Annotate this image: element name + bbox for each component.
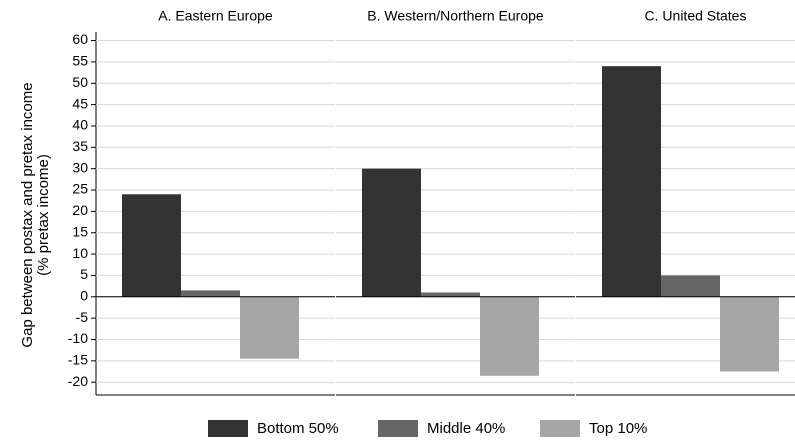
y-tick-label: 55 xyxy=(72,53,88,69)
bar xyxy=(480,296,539,376)
y-tick-label: 35 xyxy=(72,138,88,154)
y-axis-label: (% pretax income) xyxy=(35,154,52,276)
y-tick-label: 45 xyxy=(72,95,88,111)
y-tick-label: 10 xyxy=(72,245,88,261)
y-axis-label: Gap between postax and pretax income xyxy=(19,82,36,347)
bar xyxy=(122,194,181,297)
bar xyxy=(602,66,661,297)
y-tick-label: 5 xyxy=(80,266,88,282)
bar xyxy=(181,290,240,297)
panel-title: C. United States xyxy=(645,8,747,24)
y-tick-label: -5 xyxy=(76,309,89,325)
legend-label: Top 10% xyxy=(589,420,647,437)
panel-title: A. Eastern Europe xyxy=(158,8,273,24)
y-tick-label: 60 xyxy=(72,31,88,47)
bar xyxy=(240,296,299,359)
y-tick-label: 30 xyxy=(72,159,88,175)
panel-title: B. Western/Northern Europe xyxy=(367,8,544,24)
y-tick-label: 0 xyxy=(80,287,88,303)
bar xyxy=(720,296,779,372)
y-tick-label: 20 xyxy=(72,202,88,218)
y-tick-label: -20 xyxy=(68,373,88,389)
y-tick-label: -15 xyxy=(68,352,88,368)
legend-swatch xyxy=(378,420,418,437)
y-tick-label: 25 xyxy=(72,181,88,197)
legend-label: Middle 40% xyxy=(427,420,505,437)
bar xyxy=(661,275,720,297)
legend-swatch xyxy=(540,420,580,437)
legend-swatch xyxy=(208,420,248,437)
y-tick-label: 15 xyxy=(72,223,88,239)
bar xyxy=(362,168,421,297)
y-tick-label: -10 xyxy=(68,330,88,346)
y-tick-label: 40 xyxy=(72,117,88,133)
bar xyxy=(421,292,480,297)
legend-label: Bottom 50% xyxy=(257,420,339,437)
y-tick-label: 50 xyxy=(72,74,88,90)
